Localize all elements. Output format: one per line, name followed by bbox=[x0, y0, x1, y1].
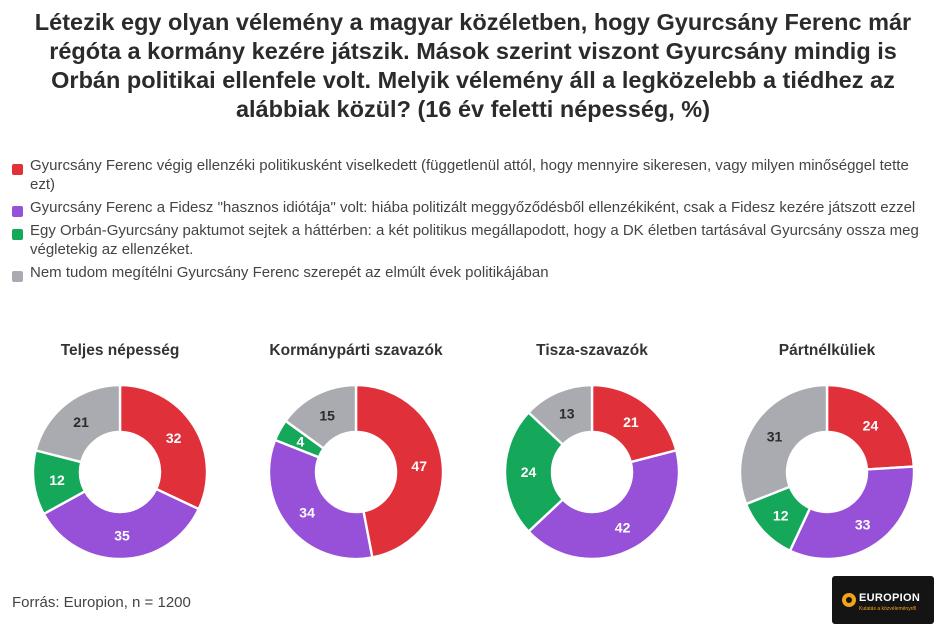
slice-hasznos-idiota bbox=[42, 487, 201, 561]
slice-hasznos-idiota bbox=[788, 465, 916, 561]
slice-nem-tudom bbox=[526, 383, 594, 447]
data-label: 15 bbox=[319, 407, 335, 423]
data-label: 24 bbox=[521, 464, 537, 480]
slice-hasznos-idiota bbox=[267, 438, 374, 561]
donut-svg: 47 34 4 15 bbox=[267, 383, 445, 561]
legend-item-paktum: Egy Orbán-Gyurcsány paktumot sejtek a há… bbox=[12, 221, 932, 259]
slice-hasznos-idiota bbox=[526, 448, 681, 561]
donut-chart-teljes-nepesseg: Teljes népesség 32 35 12 21 bbox=[20, 342, 220, 572]
donut-svg: 24 33 12 31 bbox=[738, 383, 916, 561]
slice-ellenzeki bbox=[354, 383, 445, 559]
legend-item-nem-tudom: Nem tudom megítélni Gyurcsány Ferenc sze… bbox=[12, 263, 932, 282]
legend-label: Gyurcsány Ferenc a Fidesz "hasznos idiót… bbox=[30, 199, 916, 216]
data-label: 21 bbox=[73, 414, 89, 430]
donut-chart-partnelkuliek: Pártnélküliek 24 33 12 31 bbox=[727, 342, 927, 572]
data-label: 34 bbox=[299, 504, 315, 520]
source-note: Forrás: Europion, n = 1200 bbox=[12, 594, 191, 611]
legend-swatch bbox=[12, 229, 23, 240]
europion-logo: EUROPION Kutatás a közvéleményről bbox=[832, 576, 934, 624]
donut-svg: 32 35 12 21 bbox=[31, 383, 209, 561]
slice-paktum bbox=[503, 410, 565, 534]
data-label: 47 bbox=[411, 458, 427, 474]
data-label: 4 bbox=[296, 433, 304, 449]
data-label: 42 bbox=[615, 520, 631, 536]
legend-swatch bbox=[12, 164, 23, 175]
data-label: 31 bbox=[767, 428, 783, 444]
data-label: 35 bbox=[114, 527, 130, 543]
slice-nem-tudom bbox=[738, 383, 829, 506]
donut-title: Pártnélküliek bbox=[778, 342, 876, 359]
logo-mark-icon bbox=[842, 593, 856, 607]
slice-nem-tudom bbox=[283, 383, 358, 451]
legend-label: Gyurcsány Ferenc végig ellenzéki politik… bbox=[30, 157, 909, 193]
data-label: 13 bbox=[559, 406, 575, 422]
legend-label: Nem tudom megítélni Gyurcsány Ferenc sze… bbox=[30, 264, 549, 281]
donut-title: Tisza-szavazók bbox=[536, 342, 648, 359]
donut-title: Teljes népesség bbox=[60, 342, 180, 359]
donut-svg: 21 42 24 13 bbox=[503, 383, 681, 561]
logo-name: EUROPION bbox=[859, 592, 921, 604]
legend-swatch bbox=[12, 206, 23, 217]
slice-ellenzeki bbox=[118, 383, 209, 511]
legend-item-ellenzeki: Gyurcsány Ferenc végig ellenzéki politik… bbox=[12, 156, 932, 194]
data-label: 12 bbox=[773, 507, 789, 523]
chart-title: Létezik egy olyan vélemény a magyar közé… bbox=[34, 9, 912, 122]
logo-tagline: Kutatás a közvéleményről bbox=[859, 606, 917, 612]
legend-label: Egy Orbán-Gyurcsány paktumot sejtek a há… bbox=[30, 222, 919, 258]
data-label: 24 bbox=[863, 418, 879, 434]
legend-swatch bbox=[12, 271, 23, 282]
legend-item-hasznos-idiota: Gyurcsány Ferenc a Fidesz "hasznos idiót… bbox=[12, 198, 932, 217]
data-label: 12 bbox=[49, 472, 65, 488]
slice-ellenzeki bbox=[825, 383, 916, 471]
donut-chart-kormanyparti: Kormánypárti szavazók 47 34 4 15 bbox=[256, 342, 456, 572]
slice-nem-tudom bbox=[34, 383, 122, 464]
data-label: 32 bbox=[166, 430, 182, 446]
data-label: 33 bbox=[855, 517, 871, 533]
donut-title: Kormánypárti szavazók bbox=[269, 342, 443, 359]
legend: Gyurcsány Ferenc végig ellenzéki politik… bbox=[12, 156, 932, 286]
donut-charts: Teljes népesség 32 35 12 21 Kormánypárti sz… bbox=[0, 342, 946, 572]
data-label: 21 bbox=[623, 414, 639, 430]
donut-chart-tisza: Tisza-szavazók 21 42 24 13 bbox=[492, 342, 692, 572]
